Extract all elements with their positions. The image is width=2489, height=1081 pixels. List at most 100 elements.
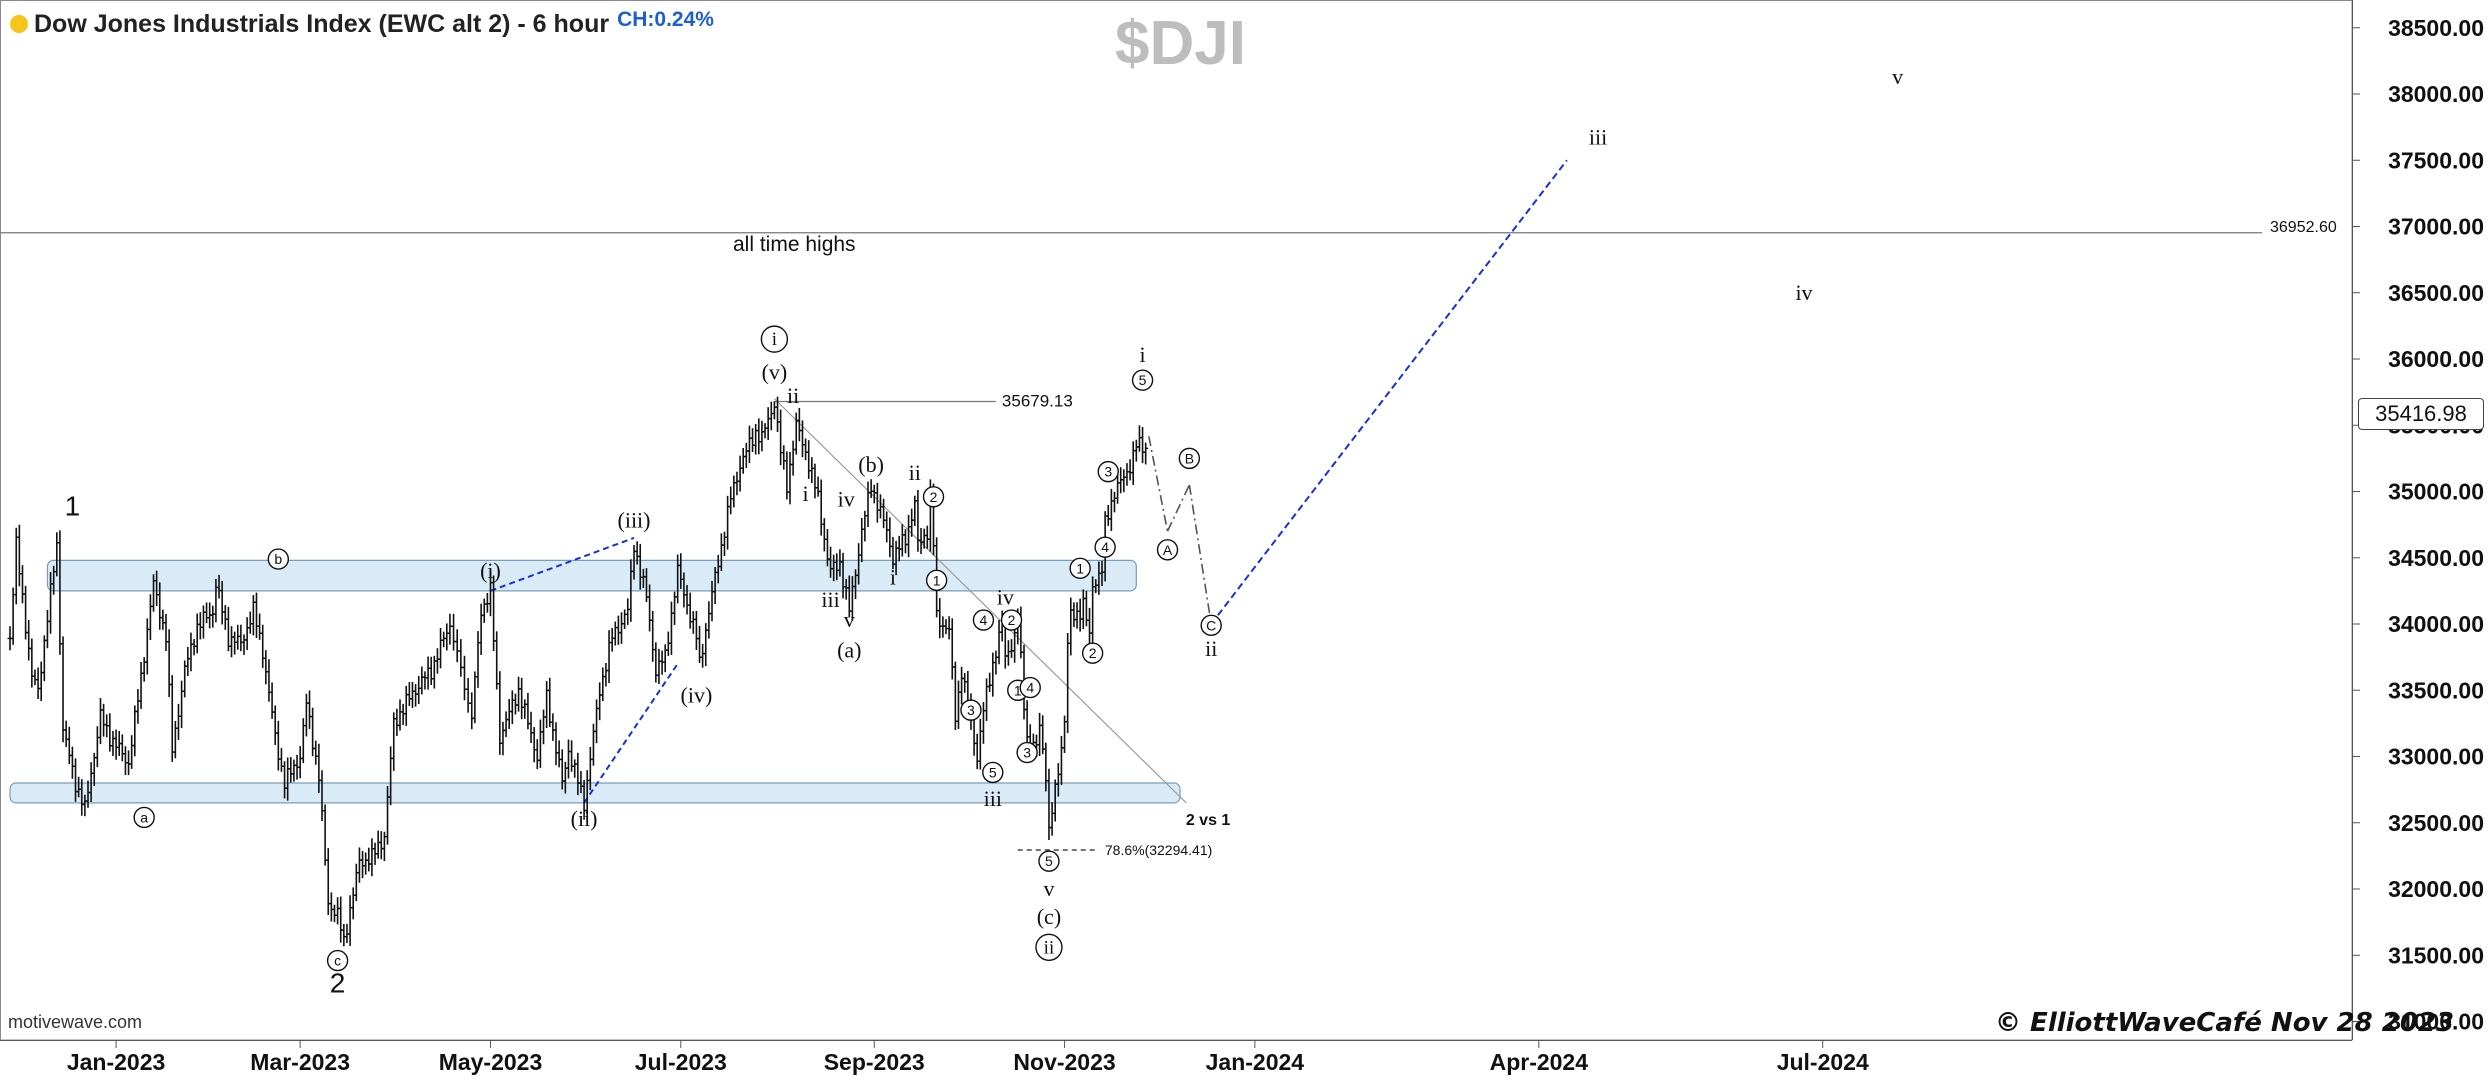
y-tick-label: 32500.00 (2388, 810, 2484, 836)
price-bar (141, 657, 147, 682)
price-bar (625, 598, 631, 625)
price-bar (247, 611, 253, 634)
price-bar (478, 603, 484, 655)
wave-circle (1069, 557, 1091, 580)
x-tick-label: Sep-2023 (824, 1049, 925, 1075)
y-tick-label: 31000.00 (2388, 1009, 2484, 1035)
price-bar (509, 690, 515, 725)
price-bar (144, 618, 150, 675)
price-bar (1046, 768, 1052, 840)
price-bar (1121, 469, 1127, 493)
wave-text: C (1206, 617, 1216, 633)
wave-text: 2 (1089, 645, 1097, 661)
price-bar (506, 698, 512, 730)
price-bar (884, 511, 890, 543)
wave-label-11: ii (787, 383, 799, 408)
price-bar (38, 661, 44, 702)
wave-label-30: 3 (1016, 741, 1038, 764)
price-bar (1009, 639, 1015, 658)
price-bar (753, 423, 759, 455)
price-bar (169, 675, 175, 762)
price-bars (7, 396, 1149, 947)
x-tick-label: May-2023 (439, 1049, 543, 1075)
wave-text: 2 (1008, 612, 1016, 628)
price-bar (363, 852, 369, 875)
wave-circle (1019, 676, 1041, 699)
price-bar (500, 721, 506, 756)
wave-text: 1 (1076, 560, 1084, 576)
x-tick-label: Apr-2024 (1490, 1049, 1589, 1075)
price-bar (921, 528, 927, 549)
price-bar (1058, 735, 1064, 786)
price-bar (241, 634, 247, 655)
wave-label-45: iii (1589, 125, 1607, 150)
wave-circle (133, 806, 155, 829)
wave-label-6: (ii) (571, 806, 598, 831)
wave-text: (iv) (681, 683, 713, 708)
ticker-symbol: $DJI (1115, 9, 1246, 78)
price-bar (113, 729, 119, 760)
wave-text: (ii) (571, 806, 598, 831)
x-axis: Jan-2023 Mar-2023 May-2023 Jul-2023 Sep-2023… (0, 1040, 2352, 1075)
wave-label-42: B (1178, 447, 1201, 470)
y-tick-label: 34000.00 (2388, 611, 2484, 637)
price-bar (516, 676, 522, 712)
price-bar (962, 672, 968, 693)
price-bar (409, 681, 415, 708)
wave-text: v (844, 607, 855, 632)
price-bar (60, 636, 66, 743)
price-bar (191, 638, 197, 656)
price-bar (859, 517, 865, 563)
price-bar (175, 703, 181, 741)
price-bar (341, 923, 347, 947)
all-time-highs-label: all time highs (733, 233, 856, 256)
price-bar (887, 517, 893, 558)
price-bar (19, 565, 25, 604)
wave-text: v (1892, 64, 1903, 89)
wave-label-23: 3 (960, 699, 982, 721)
price-bar (188, 632, 194, 672)
price-bar (210, 605, 216, 628)
wave-text: 4 (1101, 539, 1109, 555)
wave-text: 2 (330, 967, 346, 998)
wave-text: (i) (480, 558, 501, 583)
price-bar (232, 631, 238, 655)
y-tick-label: 38000.00 (2388, 81, 2484, 107)
wave-text: 3 (1104, 464, 1112, 480)
price-bar (126, 750, 132, 776)
price-bar (768, 401, 774, 431)
price-bar (750, 428, 756, 453)
price-bar (419, 666, 425, 695)
price-bar (609, 627, 615, 652)
price-bar (434, 648, 440, 674)
price-bar (647, 584, 653, 632)
wave-text: i (803, 481, 809, 506)
y-tick-label: 31500.00 (2388, 942, 2484, 968)
wave-label-40: i (1139, 342, 1145, 367)
price-bar (469, 692, 475, 730)
price-bar (734, 471, 740, 496)
y-tick-label: 36500.00 (2388, 280, 2484, 306)
price-bar (996, 620, 1002, 665)
price-bar (235, 624, 241, 650)
wave-circle (960, 699, 982, 721)
chart-header: Dow Jones Industrials Index (EWC alt 2) … (10, 6, 714, 42)
price-bar (906, 514, 912, 558)
wave-text: (b) (858, 452, 884, 477)
price-bar (328, 892, 334, 922)
price-bar (522, 699, 528, 719)
price-bar (656, 648, 662, 685)
price-bar (959, 666, 965, 705)
wave-circle (982, 761, 1004, 784)
price-bar (447, 613, 453, 645)
wave-label-10: i (760, 325, 789, 353)
price-bar (166, 629, 172, 698)
price-bar (458, 639, 464, 677)
price-bar (350, 887, 356, 920)
wave-text: 4 (1026, 680, 1034, 696)
wave-circle (1000, 609, 1023, 631)
price-bar (475, 631, 481, 688)
price-bar (700, 643, 706, 668)
price-bar (612, 621, 618, 646)
wave-label-31: 5 (1038, 850, 1060, 872)
